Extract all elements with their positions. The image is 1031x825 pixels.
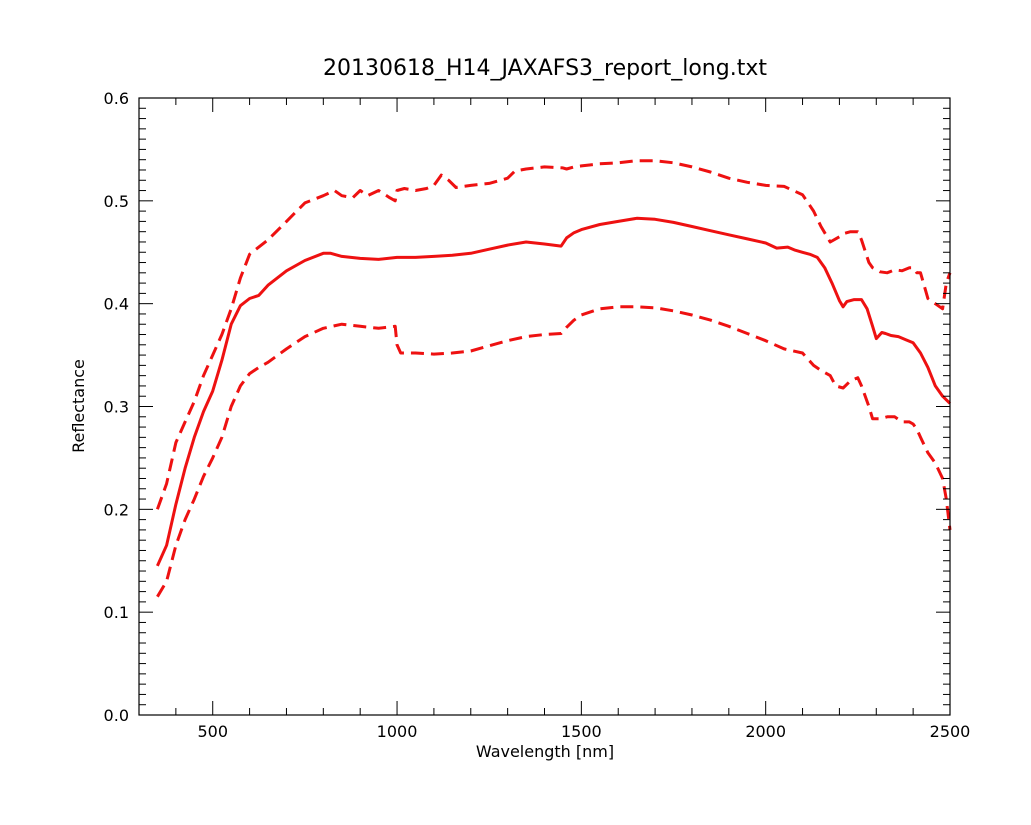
plot-frame — [138, 97, 951, 716]
x-axis-label: Wavelength [nm] — [476, 742, 614, 761]
x-tick-label: 1000 — [377, 722, 418, 741]
y-tick-label: 0.3 — [104, 398, 129, 417]
chart-title: 20130618_H14_JAXAFS3_report_long.txt — [323, 56, 767, 81]
y-tick-label: 0.0 — [104, 706, 129, 725]
series-line-3 — [156, 305, 952, 598]
series-line-1 — [156, 216, 952, 567]
y-tick-label: 0.6 — [104, 89, 129, 108]
y-tick-label: 0.1 — [104, 603, 129, 622]
y-tick-label: 0.2 — [104, 500, 129, 519]
y-tick-label: 0.5 — [104, 192, 129, 211]
x-tick-label: 2500 — [930, 722, 971, 741]
axis-ticks — [139, 97, 951, 716]
x-tick-label: 500 — [197, 722, 228, 741]
plot-lines — [155, 159, 952, 598]
y-axis-label: Reflectance — [69, 359, 88, 453]
y-tick-label: 0.4 — [104, 295, 129, 314]
axis-tick-labels: 500 1000 1500 2000 2500 0.0 0.1 0.2 0.3 0.4 0.5 0.6 — [104, 89, 971, 741]
x-tick-label: 2000 — [745, 722, 786, 741]
series-line-2 — [155, 159, 952, 510]
x-tick-label: 1500 — [561, 722, 602, 741]
